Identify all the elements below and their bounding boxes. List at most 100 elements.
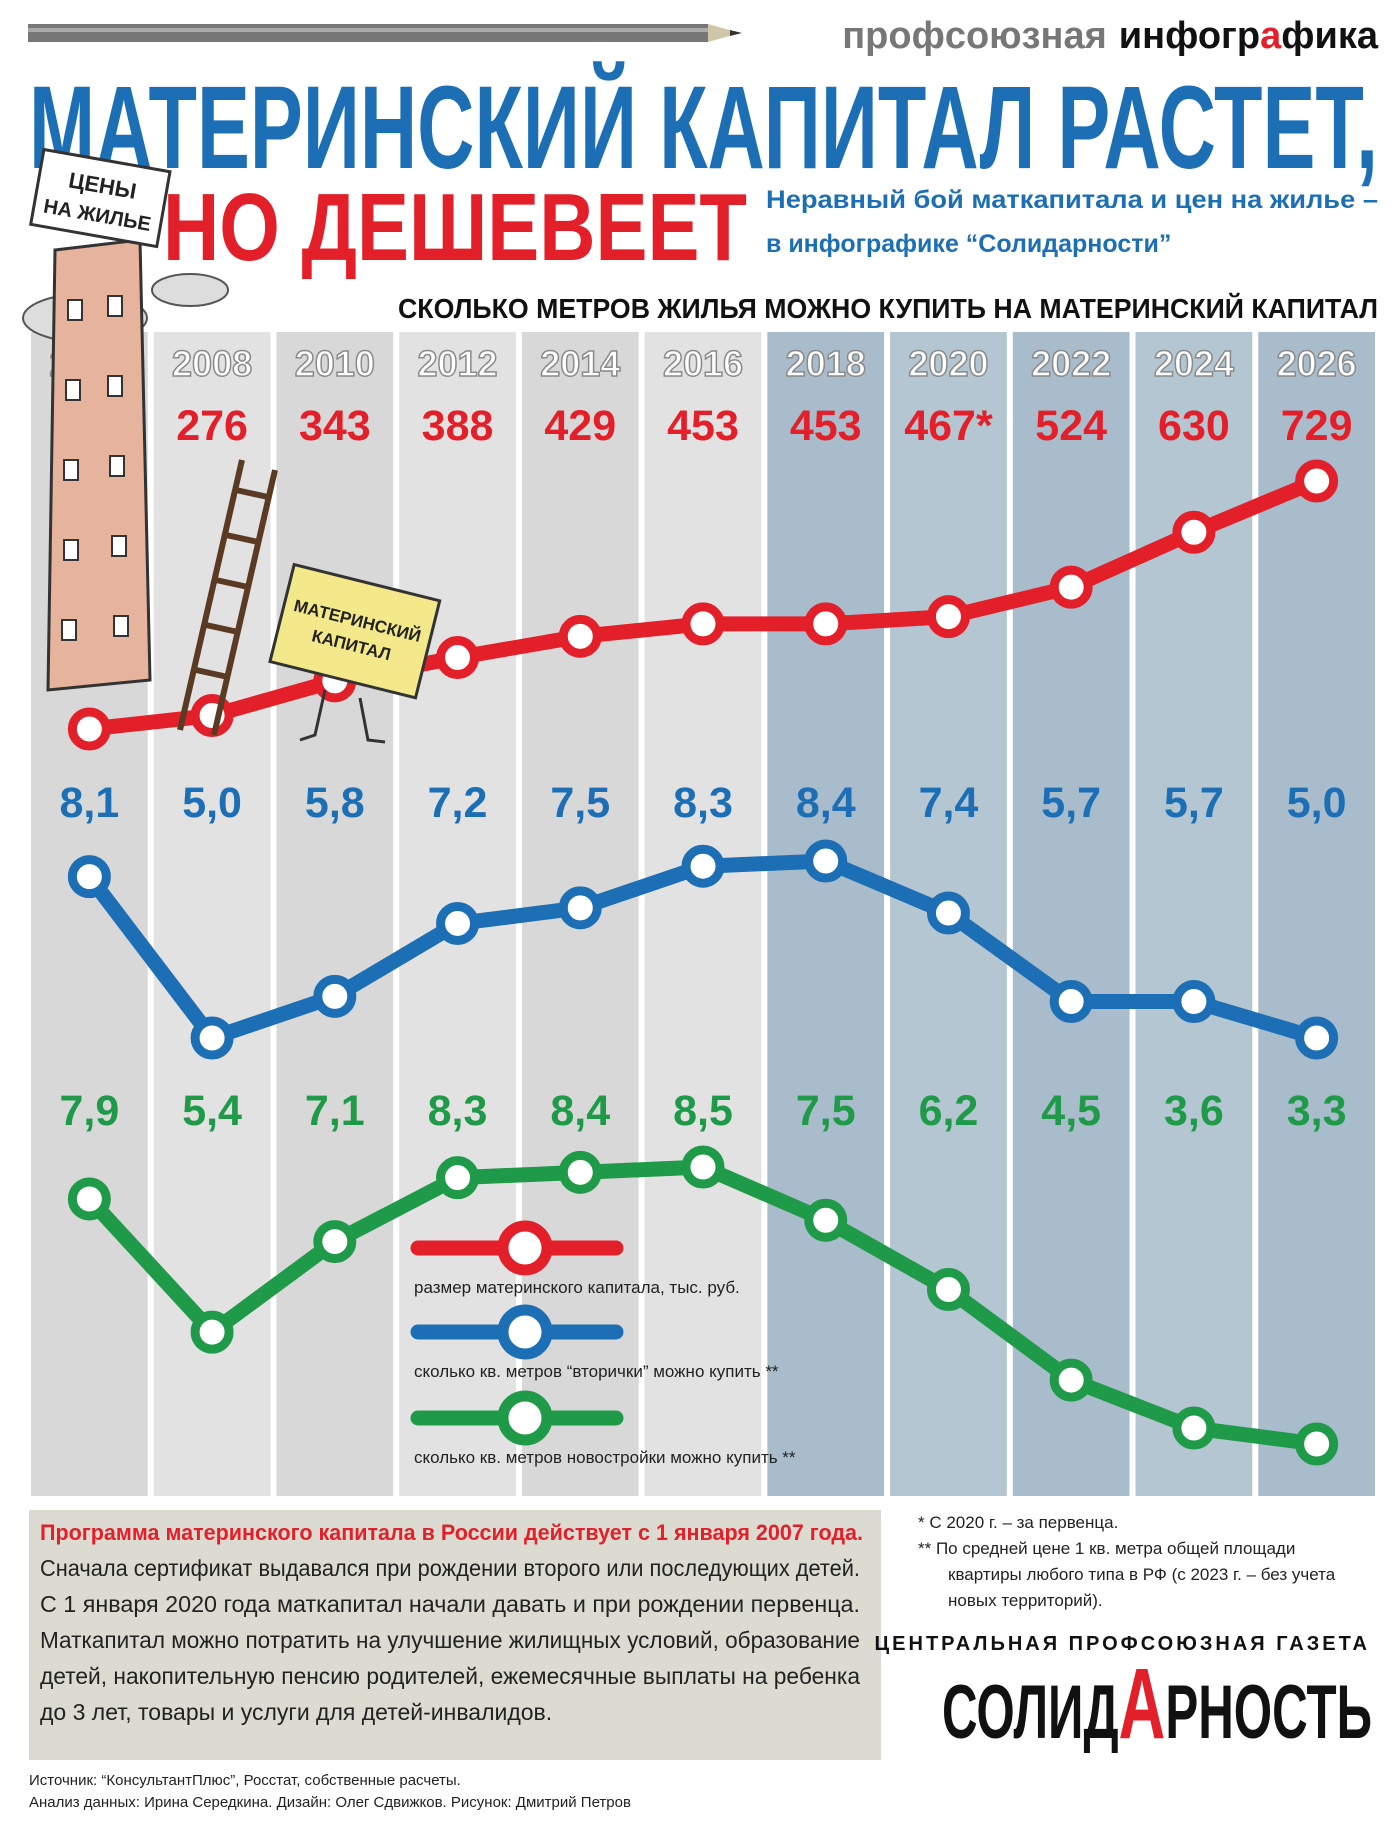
data-label: 5,4 — [182, 1087, 242, 1135]
data-point — [1049, 565, 1093, 609]
data-label: 524 — [1035, 402, 1107, 450]
data-label: 8,1 — [59, 779, 119, 827]
x-tick-label: 2022 — [1031, 343, 1111, 384]
data-point — [67, 855, 111, 899]
data-point — [190, 1016, 234, 1060]
info-text: Маткапитал можно потратить на улучшение … — [40, 1627, 860, 1653]
credit: Анализ данных: Ирина Середкина. Дизайн: … — [29, 1794, 631, 1811]
x-tick-label: 2014 — [540, 343, 620, 384]
data-point — [1049, 980, 1093, 1024]
data-point — [67, 1177, 111, 1221]
footnote: квартиры любого типа в РФ (с 2023 г. – б… — [948, 1565, 1336, 1584]
newspaper-name-part: СОЛИД — [942, 1670, 1119, 1755]
data-point — [558, 886, 602, 930]
data-label: 8,4 — [796, 779, 856, 827]
data-label: 343 — [299, 402, 371, 450]
newspaper-name: СОЛИДАРНОСТЬ — [942, 1648, 1372, 1760]
data-point — [681, 1145, 725, 1189]
data-label: 453 — [790, 402, 862, 450]
data-label: 8,5 — [673, 1087, 733, 1135]
data-point — [436, 901, 480, 945]
data-label: 388 — [422, 402, 494, 450]
x-tick-label: 2020 — [908, 343, 988, 384]
data-label: 5,0 — [1287, 779, 1347, 827]
column-band — [1258, 332, 1375, 1496]
info-lines: Сначала сертификат выдавался при рождени… — [40, 1555, 860, 1725]
data-point — [436, 636, 480, 680]
chart-title: СКОЛЬКО МЕТРОВ ЖИЛЬЯ МОЖНО КУПИТЬ НА МАТ… — [398, 292, 1378, 324]
title: МАТЕРИНСКИЙ КАПИТАЛ РАСТЕТ, — [29, 60, 1378, 194]
data-label: 8,3 — [673, 779, 733, 827]
data-point — [1049, 1358, 1093, 1402]
data-label: 3,6 — [1164, 1087, 1224, 1135]
data-point — [558, 614, 602, 658]
data-point — [1172, 1406, 1216, 1450]
data-label: 453 — [667, 402, 739, 450]
footnote: новых территорий). — [948, 1591, 1103, 1610]
data-point — [190, 1310, 234, 1354]
data-point — [804, 1198, 848, 1242]
newspaper-name-part: А — [1119, 1648, 1166, 1760]
credits: Источник: “КонсультантПлюс”, Росстат, со… — [29, 1772, 631, 1811]
data-label: 729 — [1281, 402, 1353, 450]
x-tick-label: 2024 — [1154, 343, 1234, 384]
data-point — [926, 1268, 970, 1312]
legend-marker — [497, 1390, 553, 1446]
brand-second: инфогр — [1119, 15, 1260, 57]
data-label: 630 — [1158, 402, 1230, 450]
info-text: Сначала сертификат выдавался при рождени… — [40, 1555, 860, 1581]
column-band — [276, 332, 394, 1496]
subtitle: Неравный бой маткапитала и цен на жилье … — [766, 186, 1378, 214]
info-text: детей, накопительную пенсию родителей, е… — [40, 1663, 860, 1689]
data-point — [313, 1220, 357, 1264]
info-box — [29, 1510, 881, 1760]
credit: Источник: “КонсультантПлюс”, Росстат, со… — [29, 1772, 461, 1789]
data-label: 5,7 — [1164, 779, 1224, 827]
data-label: 276 — [176, 402, 248, 450]
data-point — [1295, 459, 1339, 503]
data-label: 467* — [904, 402, 993, 450]
data-point — [1295, 1016, 1339, 1060]
data-point — [681, 602, 725, 646]
illustration: ЦЕНЫ НА ЖИЛЬЕ МАТЕРИНСКИЙ КАПИТАЛ — [22, 147, 442, 744]
data-label: 5,7 — [1041, 779, 1101, 827]
legend-label: сколько кв. метров новостройки можно куп… — [414, 1448, 796, 1467]
info-text: С 1 января 2020 года маткапитал начали д… — [40, 1591, 860, 1617]
brand-first: профсоюзная — [842, 15, 1107, 57]
data-label: 8,3 — [428, 1087, 488, 1135]
data-label: 3,3 — [1287, 1087, 1347, 1135]
x-tick-label: 2026 — [1277, 343, 1357, 384]
footnote: ** По средней цене 1 кв. метра общей пло… — [918, 1539, 1295, 1558]
column-band — [644, 332, 762, 1496]
subtitle: в инфографике “Солидарности” — [766, 230, 1171, 258]
data-point — [804, 839, 848, 883]
brand: профсоюзная инфографика — [842, 15, 1379, 57]
footnote: * С 2020 г. – за первенца. — [918, 1513, 1118, 1532]
legend-marker — [497, 1220, 553, 1276]
legend-label: сколько кв. метров “вторички” можно купи… — [414, 1362, 779, 1381]
column-band — [767, 332, 885, 1496]
data-label: 7,1 — [305, 1087, 365, 1135]
data-label: 7,5 — [796, 1087, 856, 1135]
brand-second: фика — [1281, 15, 1379, 57]
data-point — [804, 602, 848, 646]
data-point — [1172, 980, 1216, 1024]
data-label: 4,5 — [1041, 1087, 1101, 1135]
info-text: до 3 лет, товары и услуги для детей-инва… — [40, 1699, 552, 1725]
data-label: 7,9 — [59, 1087, 119, 1135]
data-label: 5,0 — [182, 779, 242, 827]
data-point — [926, 891, 970, 935]
x-tick-label: 2010 — [295, 343, 375, 384]
x-tick-label: 2008 — [172, 343, 252, 384]
data-label: 7,4 — [919, 779, 979, 827]
data-point — [1295, 1422, 1339, 1466]
footnotes: * С 2020 г. – за первенца. ** По средней … — [918, 1513, 1336, 1610]
legend-label: размер материнского капитала, тыс. руб. — [414, 1278, 740, 1297]
data-label: 5,8 — [305, 779, 365, 827]
data-point — [926, 595, 970, 639]
data-point — [67, 707, 111, 751]
pencil — [28, 24, 742, 42]
x-tick-label: 2018 — [786, 343, 866, 384]
newspaper-tagline: ЦЕНТРАЛЬНАЯ ПРОФСОЮЗНАЯ ГАЗЕТА — [875, 1633, 1370, 1655]
data-point — [558, 1150, 602, 1194]
